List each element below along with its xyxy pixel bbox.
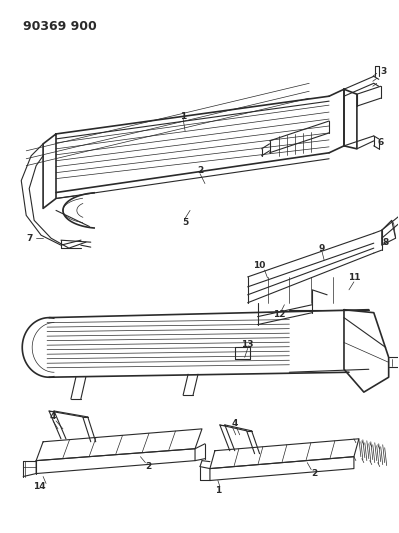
- Text: 6: 6: [377, 139, 384, 147]
- Text: 9: 9: [319, 244, 325, 253]
- Text: 13: 13: [241, 340, 254, 349]
- Text: 7: 7: [26, 233, 32, 243]
- Text: 1: 1: [215, 486, 221, 495]
- Text: 3: 3: [381, 67, 387, 76]
- Text: 14: 14: [33, 482, 45, 491]
- Text: 4: 4: [231, 419, 238, 429]
- Text: 12: 12: [273, 310, 286, 319]
- Text: 90369 900: 90369 900: [23, 20, 97, 33]
- Text: 2: 2: [197, 166, 203, 175]
- Text: 8: 8: [383, 238, 389, 247]
- Text: 4: 4: [50, 413, 56, 422]
- Text: 2: 2: [145, 462, 152, 471]
- Text: 5: 5: [182, 218, 188, 227]
- Text: 11: 11: [348, 273, 360, 282]
- Text: 10: 10: [253, 261, 266, 270]
- Text: 1: 1: [180, 111, 186, 120]
- Text: 2: 2: [311, 469, 317, 478]
